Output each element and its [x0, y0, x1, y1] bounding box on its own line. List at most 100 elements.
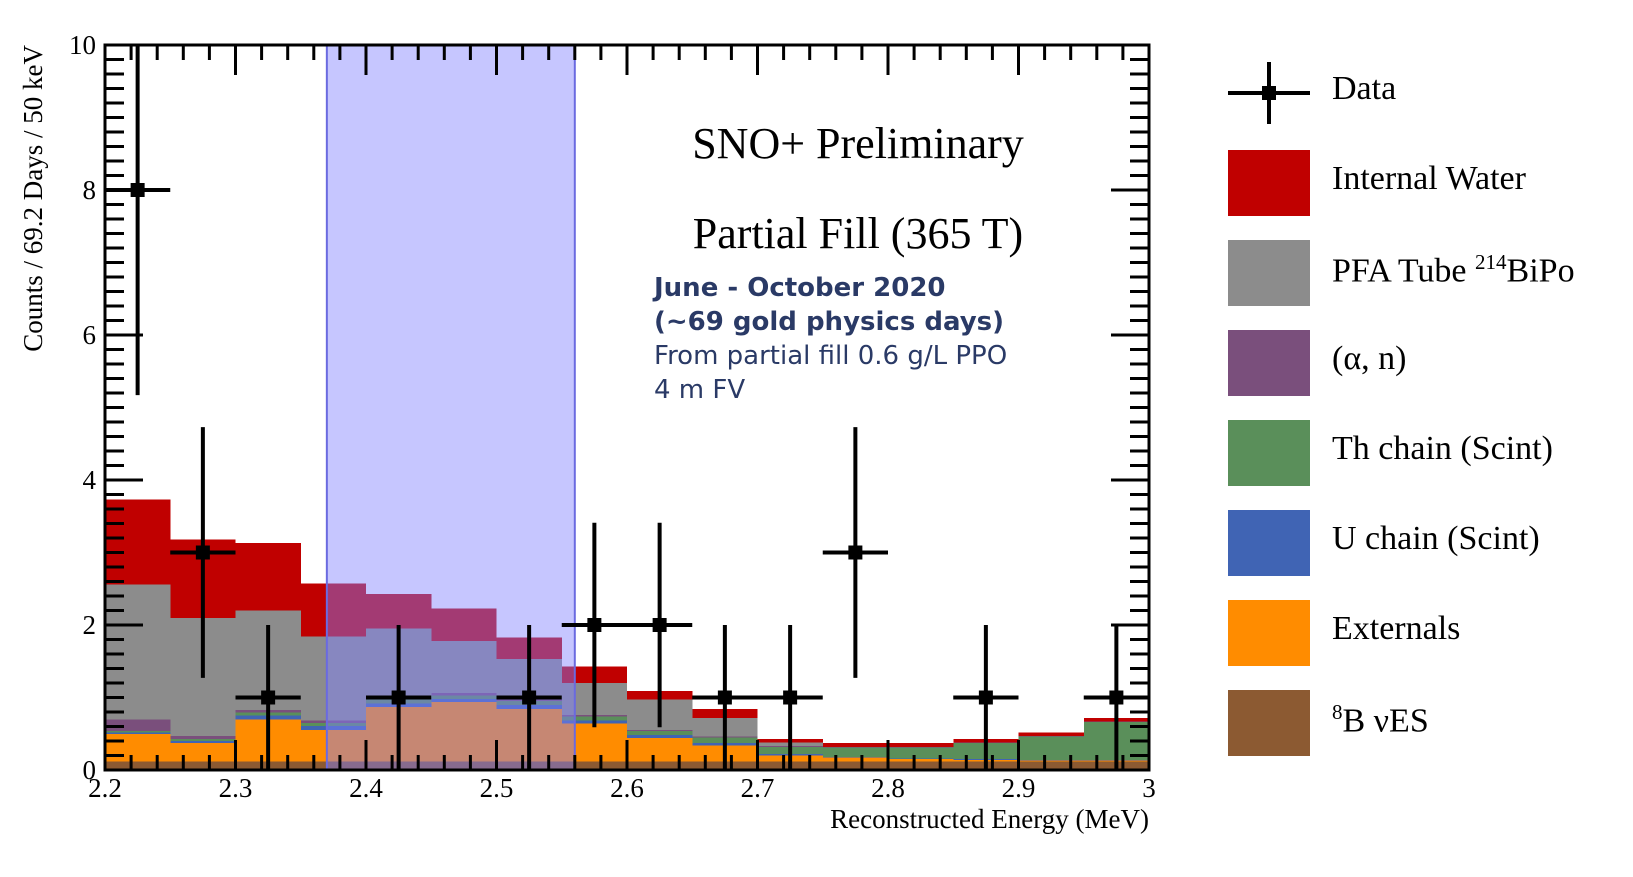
bar-n-5 [431, 693, 497, 696]
bar-n-12 [888, 746, 954, 748]
bar-internal-water-4 [366, 593, 432, 629]
data-marker-5 [587, 618, 602, 632]
bar-externals-12 [888, 759, 954, 762]
bar-8b-ves-3 [300, 761, 366, 770]
legend-label-data: Data [1332, 70, 1397, 107]
y-axis-label: Counts / 69.2 Days / 50 keV [18, 45, 48, 352]
data-point-1 [170, 427, 236, 678]
x-tick-label-3: 2.5 [480, 773, 514, 803]
bar-internal-water-0 [105, 499, 171, 585]
bar-externals-8 [627, 738, 693, 762]
bar-n-3 [300, 720, 366, 723]
x-axis-label: Reconstructed Energy (MeV) [830, 804, 1149, 834]
y-tick-label-1: 2 [83, 610, 97, 640]
bar-u-chain-scint-12 [888, 758, 954, 760]
bar-externals-7 [561, 723, 627, 762]
annotation-line2: (~69 gold physics days) [654, 307, 1004, 337]
data-marker-11 [1109, 690, 1124, 705]
legend-swatch-alpha-n [1228, 330, 1310, 396]
y-tick-label-2: 4 [83, 465, 97, 495]
data-marker-6 [652, 618, 667, 632]
data-marker-1 [195, 545, 210, 560]
legend-swatch-externals [1228, 600, 1310, 666]
data-marker-3 [391, 690, 406, 705]
annotation-line3: From partial fill 0.6 g/L PPO [654, 341, 1007, 371]
bar-8b-ves-0 [105, 761, 171, 770]
data-marker-2 [261, 690, 276, 705]
legend-item-b8-nues: 8B νES [1228, 690, 1628, 756]
bar-internal-water-14 [1018, 732, 1084, 736]
legend-label-internal-water: Internal Water [1332, 160, 1526, 197]
y-tick-label-4: 8 [83, 175, 97, 205]
legend-swatch-b8-nues [1228, 690, 1310, 756]
chart-title: SNO+ Preliminary [692, 119, 1024, 168]
legend-item-internal-water: Internal Water [1228, 150, 1628, 216]
legend-label-b8-nues: 8B νES [1332, 700, 1429, 740]
x-tick-label-4: 2.6 [610, 773, 644, 803]
data-marker-7 [717, 690, 732, 705]
chart-text: 2.2 2.3 2.4 2.5 2.6 2.7 2.8 2.9 3 0 2 4 6 8 10 Reconstr… [18, 30, 1156, 834]
stacked-histogram [105, 499, 1149, 770]
legend-item-data: Data [1228, 60, 1628, 126]
data-point-9 [822, 427, 888, 678]
bar-n-8 [627, 730, 693, 731]
bar-8b-ves-5 [431, 761, 497, 770]
bar-externals-1 [170, 743, 236, 762]
legend-item-alpha-n: (α, n) [1228, 330, 1628, 396]
legend-item-u-chain: U chain (Scint) [1228, 510, 1628, 576]
bar-pfa-tube-214bipo-0 [105, 584, 171, 720]
bar-u-chain-scint-0 [105, 732, 171, 734]
bar-th-chain-scint-11 [822, 747, 888, 757]
bar-externals-5 [431, 701, 497, 762]
annotation-line1: June - October 2020 [652, 273, 946, 303]
data-point-4 [496, 625, 562, 770]
bar-internal-water-5 [431, 608, 497, 641]
roi-band-overlay [325, 45, 576, 770]
chart-subtitle: Partial Fill (365 T) [693, 209, 1023, 258]
bar-internal-water-11 [822, 743, 888, 747]
x-tick-label-7: 2.9 [1002, 773, 1036, 803]
data-point-7 [692, 625, 758, 770]
x-tick-label-8: 3 [1142, 773, 1156, 803]
data-point-5 [561, 522, 627, 728]
bar-8b-ves-1 [170, 761, 236, 770]
bar-u-chain-scint-14 [1018, 759, 1084, 761]
x-tick-label-1: 2.3 [219, 773, 253, 803]
bar-8b-ves-8 [627, 761, 693, 770]
data-point-3 [366, 625, 432, 770]
data-point-10 [953, 625, 1019, 770]
bar-internal-water-2 [235, 543, 301, 611]
bar-u-chain-scint-8 [627, 735, 693, 739]
x-tick-label-5: 2.7 [741, 773, 775, 803]
bar-n-14 [1018, 735, 1084, 737]
legend-swatch-pfa-tube [1228, 240, 1310, 306]
x-tick-label-6: 2.8 [871, 773, 905, 803]
y-tick-label-0: 0 [83, 755, 97, 785]
data-point-2 [235, 625, 301, 770]
bar-n-11 [822, 746, 888, 748]
legend-swatch-u-chain [1228, 510, 1310, 576]
bar-th-chain-scint-14 [1018, 736, 1084, 760]
legend-item-externals: Externals [1228, 600, 1628, 666]
bar-th-chain-scint-8 [627, 730, 693, 736]
x-tick-label-2: 2.4 [349, 773, 383, 803]
bar-externals-11 [822, 757, 888, 762]
bar-pfa-tube-214bipo-3 [300, 636, 366, 721]
legend-label-pfa-tube: PFA Tube 214BiPo [1332, 250, 1575, 290]
bar-th-chain-scint-1 [170, 738, 236, 741]
data-point-6 [627, 522, 693, 728]
bar-n-0 [105, 719, 171, 731]
data-marker-9 [848, 545, 863, 560]
data-marker-icon [1228, 60, 1310, 126]
legend-item-th-chain: Th chain (Scint) [1228, 420, 1628, 486]
legend-label-th-chain: Th chain (Scint) [1332, 430, 1553, 467]
bar-u-chain-scint-1 [170, 741, 236, 744]
roi-band [326, 45, 575, 770]
bar-th-chain-scint-5 [431, 695, 497, 699]
chart-svg: 2.2 2.3 2.4 2.5 2.6 2.7 2.8 2.9 3 0 2 4 6 8 10 Reconstr… [18, 30, 1156, 834]
y-tick-label-3: 6 [83, 320, 97, 350]
bar-th-chain-scint-3 [300, 722, 366, 726]
bar-pfa-tube-214bipo-5 [431, 640, 497, 694]
legend-swatch-internal-water [1228, 150, 1310, 216]
bar-u-chain-scint-11 [822, 756, 888, 758]
